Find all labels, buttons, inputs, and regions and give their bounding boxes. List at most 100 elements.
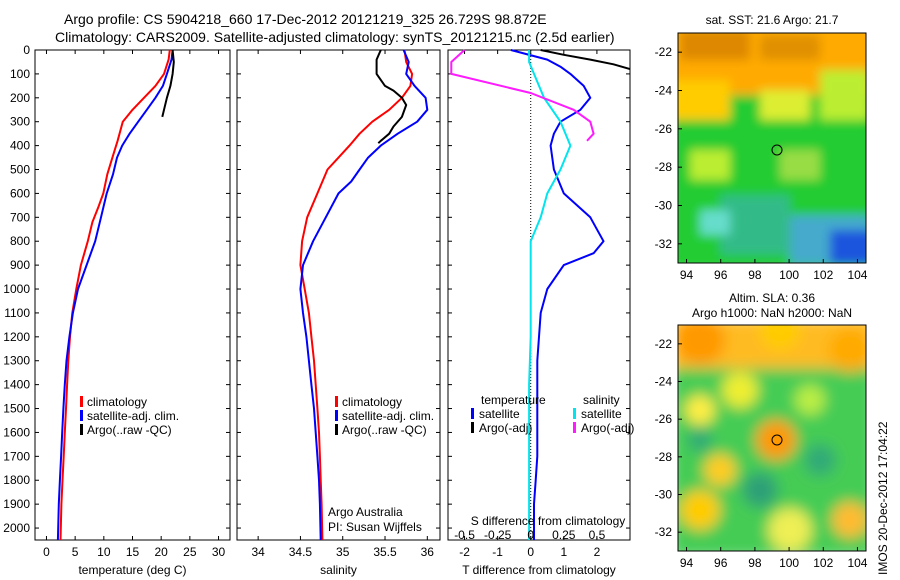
map-x-tick-label: 94 <box>680 268 694 282</box>
x-tick-label: 36 <box>421 545 435 559</box>
map-y-tick-label: -24 <box>655 375 673 389</box>
top-tick-label: -0.5 <box>454 528 475 542</box>
series-line-2 <box>375 49 408 144</box>
legend-label: satellite-adj. clim. <box>342 409 434 423</box>
x-tick-label: 34 <box>251 545 265 559</box>
sst-map: sat. SST: 21.6 Argo: 21.7 <box>677 13 867 264</box>
legend-swatch <box>573 422 576 433</box>
depth-tick-label: 1900 <box>3 497 30 511</box>
plot-frame <box>236 49 441 541</box>
salinity-panel: 34 34.5 35 35.5 36 salinity climatologysatelli… <box>236 49 441 577</box>
depth-tick-label: 600 <box>10 186 30 200</box>
sla-map-title-1: Altim. SLA: 0.36 <box>729 291 815 305</box>
legend-header-salinity: salinity <box>583 393 620 407</box>
legend-label: satellite-adj. clim. <box>87 409 179 423</box>
top-tick-label: 0 <box>527 528 534 542</box>
legend-swatch <box>573 408 576 419</box>
series-line-1 <box>540 49 631 71</box>
depth-tick-label: 1200 <box>3 330 30 344</box>
annotation-line-2: PI: Susan Wijffels <box>328 520 422 534</box>
depth-tick-label: 1000 <box>3 282 30 296</box>
plot-frame <box>34 49 231 541</box>
map-y-tick-label: -22 <box>655 337 673 351</box>
annotation-line-1: Argo Australia <box>328 505 403 519</box>
x-tick-label: 2 <box>594 545 601 559</box>
x-tick-label: 0 <box>527 545 534 559</box>
x-tick-label: -2 <box>459 545 470 559</box>
legend-header-temperature: temperature <box>481 393 546 407</box>
sla-map: Altim. SLA: 0.36 Argo h1000: NaN h2000: … <box>677 291 867 552</box>
legend-label: Argo(..raw -QC) <box>87 423 172 437</box>
depth-tick-label: 700 <box>10 210 30 224</box>
plot-frame <box>447 49 631 541</box>
map-y-tick-label: -32 <box>655 525 673 539</box>
x-tick-label: 25 <box>183 545 197 559</box>
map-axes: 94 96 98 100 102 104 -22 -24 -26 -28 -30 -32 94 96 98 1… <box>655 45 868 570</box>
map-x-tick-label: 104 <box>847 556 867 570</box>
map-y-tick-label: -30 <box>655 488 673 502</box>
legend-label: climatology <box>87 395 147 409</box>
top-tick-label: -0.25 <box>484 528 512 542</box>
depth-tick-label: 1700 <box>3 449 30 463</box>
difference-panel: -2 -1 0 1 2 T difference from climatology temp… <box>447 49 634 577</box>
x-tick-label: -1 <box>492 545 503 559</box>
map-x-tick-label: 102 <box>813 268 833 282</box>
map-x-tick-label: 100 <box>779 268 799 282</box>
map-y-tick-label: -26 <box>655 122 673 136</box>
argo-location-marker <box>771 144 783 156</box>
legend-swatch <box>335 396 338 407</box>
depth-tick-label: 2000 <box>3 521 30 535</box>
legend-label: Argo(-adj) <box>479 421 532 435</box>
x-tick-label: 35.5 <box>373 545 397 559</box>
depth-tick-label: 1800 <box>3 473 30 487</box>
depth-tick-label: 400 <box>10 139 30 153</box>
map-y-tick-label: -22 <box>655 45 673 59</box>
map-x-tick-label: 96 <box>714 556 728 570</box>
sst-map-title: sat. SST: 21.6 Argo: 21.7 <box>706 13 839 27</box>
legend-label: climatology <box>342 395 402 409</box>
argo-location-marker-sla <box>771 434 783 446</box>
legend-swatch <box>80 396 83 407</box>
map-x-tick-label: 100 <box>779 556 799 570</box>
depth-tick-label: 1100 <box>4 306 30 320</box>
top-tick-label: 0.25 <box>552 528 576 542</box>
top-tick-label: 0.5 <box>589 528 606 542</box>
legend-label: satellite <box>479 407 520 421</box>
legend-label: satellite <box>581 407 622 421</box>
series-line-2 <box>528 50 572 540</box>
legend-swatch <box>335 424 338 435</box>
x-tick-label: 1 <box>560 545 567 559</box>
x-tick-label: 30 <box>212 545 226 559</box>
x-tick-label: 34.5 <box>289 545 313 559</box>
series-line-1 <box>299 49 429 541</box>
series-line-0 <box>299 49 414 541</box>
depth-tick-label: 1600 <box>3 425 30 439</box>
map-y-tick-label: -30 <box>655 199 673 213</box>
depth-tick-label: 1500 <box>3 402 30 416</box>
legend-label: Argo(..raw -QC) <box>342 423 427 437</box>
depth-tick-label: 200 <box>10 91 30 105</box>
map-y-tick-label: -32 <box>655 237 673 251</box>
series-line-3 <box>450 49 595 142</box>
map-x-tick-label: 104 <box>847 268 867 282</box>
depth-tick-label: 0 <box>23 43 30 57</box>
x-tick-label: 10 <box>97 545 111 559</box>
x-tick-label: 35 <box>336 545 350 559</box>
depth-tick-label: 800 <box>10 234 30 248</box>
legend-swatch <box>80 424 83 435</box>
header-line-1: Argo profile: CS 5904218_660 17-Dec-2012… <box>64 11 547 27</box>
x-tick-label: 5 <box>72 545 79 559</box>
top-axis-label: S difference from climatology <box>471 514 626 528</box>
depth-tick-label: 1300 <box>3 354 30 368</box>
map-y-tick-label: -28 <box>655 160 673 174</box>
imos-timestamp: IMOS 20-Dec-2012 17:04:22 <box>876 421 890 575</box>
x-axis-label: salinity <box>320 563 357 577</box>
map-y-tick-label: -24 <box>655 84 673 98</box>
legend-swatch <box>335 410 338 421</box>
series-line-2 <box>161 49 175 118</box>
depth-tick-label: 900 <box>10 258 30 272</box>
x-axis-label: temperature (deg C) <box>78 563 186 577</box>
sla-map-title-2: Argo h1000: NaN h2000: NaN <box>692 306 852 320</box>
depth-tick-label: 500 <box>10 163 30 177</box>
